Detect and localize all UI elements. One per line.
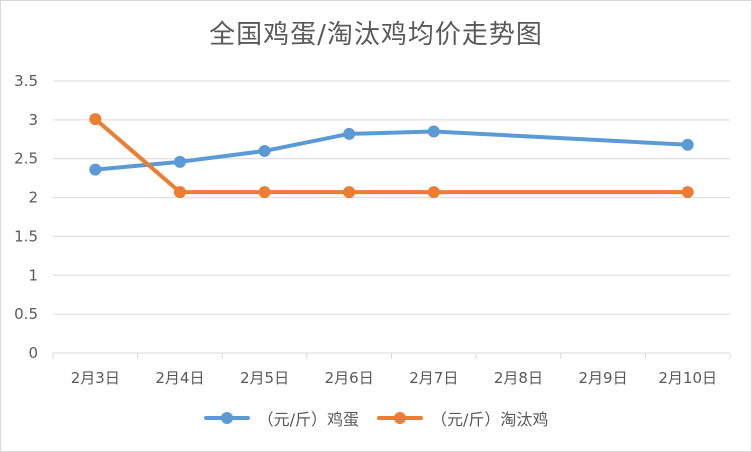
y-tick-label: 0 [28, 344, 38, 362]
y-tick-label: 2.5 [14, 150, 38, 168]
y-tick-label: 3.5 [14, 72, 38, 90]
legend: （元/斤）鸡蛋 （元/斤）淘汰鸡 [0, 406, 752, 430]
y-tick-label: 1 [28, 266, 38, 284]
legend-label-chicken: （元/斤）淘汰鸡 [431, 410, 549, 429]
x-tick-label: 2月3日 [71, 369, 120, 387]
data-point-1 [258, 186, 271, 199]
series-line-1 [93, 117, 690, 195]
series-layer [89, 113, 694, 199]
y-tick-label: 2 [28, 189, 38, 207]
x-tick-label: 2月8日 [494, 369, 543, 387]
legend-label-egg: （元/斤）鸡蛋 [257, 410, 359, 429]
x-tick-label: 2月4日 [155, 369, 204, 387]
legend-swatch-egg [203, 411, 250, 425]
grid-lines [53, 80, 730, 315]
data-point-0 [89, 163, 102, 176]
data-point-0 [258, 144, 271, 157]
data-point-1 [173, 186, 186, 199]
x-tick-label: 2月10日 [658, 369, 717, 387]
y-tick-label: 3 [28, 111, 38, 129]
x-tick-label: 2月7日 [409, 369, 458, 387]
y-tick-label: 0.5 [14, 305, 38, 323]
data-point-0 [173, 155, 186, 168]
data-point-0 [343, 127, 356, 140]
data-point-1 [427, 186, 440, 199]
axes: 0 0.5 1 1.5 2 2.5 3 3.5 2月3日 2月4日 2月5日 2月6日 2月7日 2月8日… [14, 72, 731, 387]
legend-item-chicken[interactable]: （元/斤）淘汰鸡 [377, 406, 548, 430]
x-tick-label: 2月6日 [325, 369, 374, 387]
x-tick-label: 2月5日 [240, 369, 289, 387]
data-point-1 [343, 186, 356, 199]
x-tick-label: 2月9日 [579, 369, 628, 387]
data-point-0 [681, 138, 694, 151]
legend-swatch-chicken [377, 411, 423, 425]
y-tick-label: 1.5 [14, 227, 38, 245]
legend-item-egg[interactable]: （元/斤）鸡蛋 [203, 406, 359, 430]
data-point-0 [427, 125, 440, 138]
series-line-0 [93, 129, 690, 172]
data-point-1 [681, 186, 694, 199]
chart-title: 全国鸡蛋/淘汰鸡均价走势图 [209, 20, 543, 50]
data-point-1 [89, 113, 102, 126]
